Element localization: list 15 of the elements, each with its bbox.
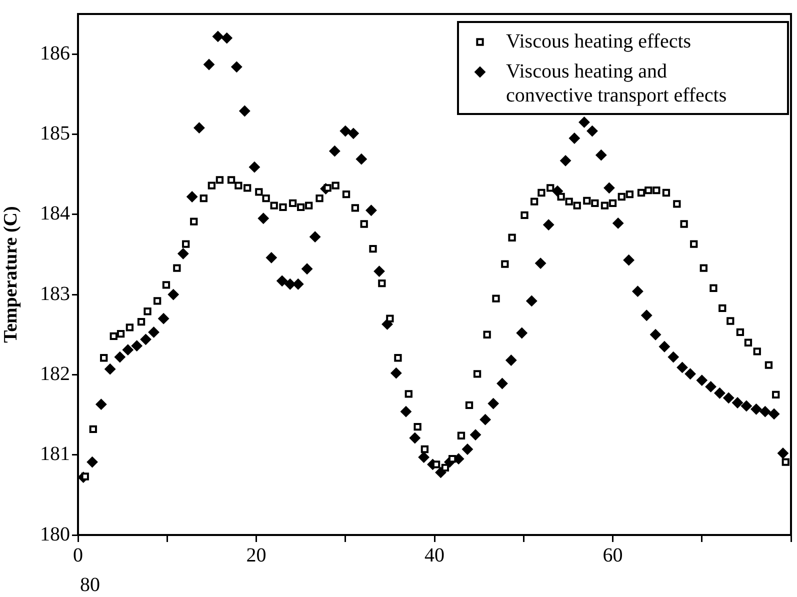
x-tick-label: 0 xyxy=(73,544,83,566)
y-tick-label: 186 xyxy=(40,42,70,64)
y-tick-label: 183 xyxy=(40,282,70,305)
y-axis-title: Temperature (C) xyxy=(0,206,22,343)
x-tick-label: 40 xyxy=(424,544,444,566)
x-tick-label: 20 xyxy=(246,544,266,566)
legend-label: Viscous heating and convective transport effects xyxy=(506,60,727,106)
x-tick-label: 60 xyxy=(602,544,623,566)
y-tick-label: 185 xyxy=(40,122,70,144)
text: 80 xyxy=(80,574,100,596)
y-tick-label: 181 xyxy=(40,443,70,466)
y-tick-label: 180 xyxy=(40,523,70,546)
legend-label: Viscous heating effects xyxy=(506,30,692,52)
y-tick-label: 182 xyxy=(40,362,70,385)
y-tick-label: 184 xyxy=(40,202,70,225)
